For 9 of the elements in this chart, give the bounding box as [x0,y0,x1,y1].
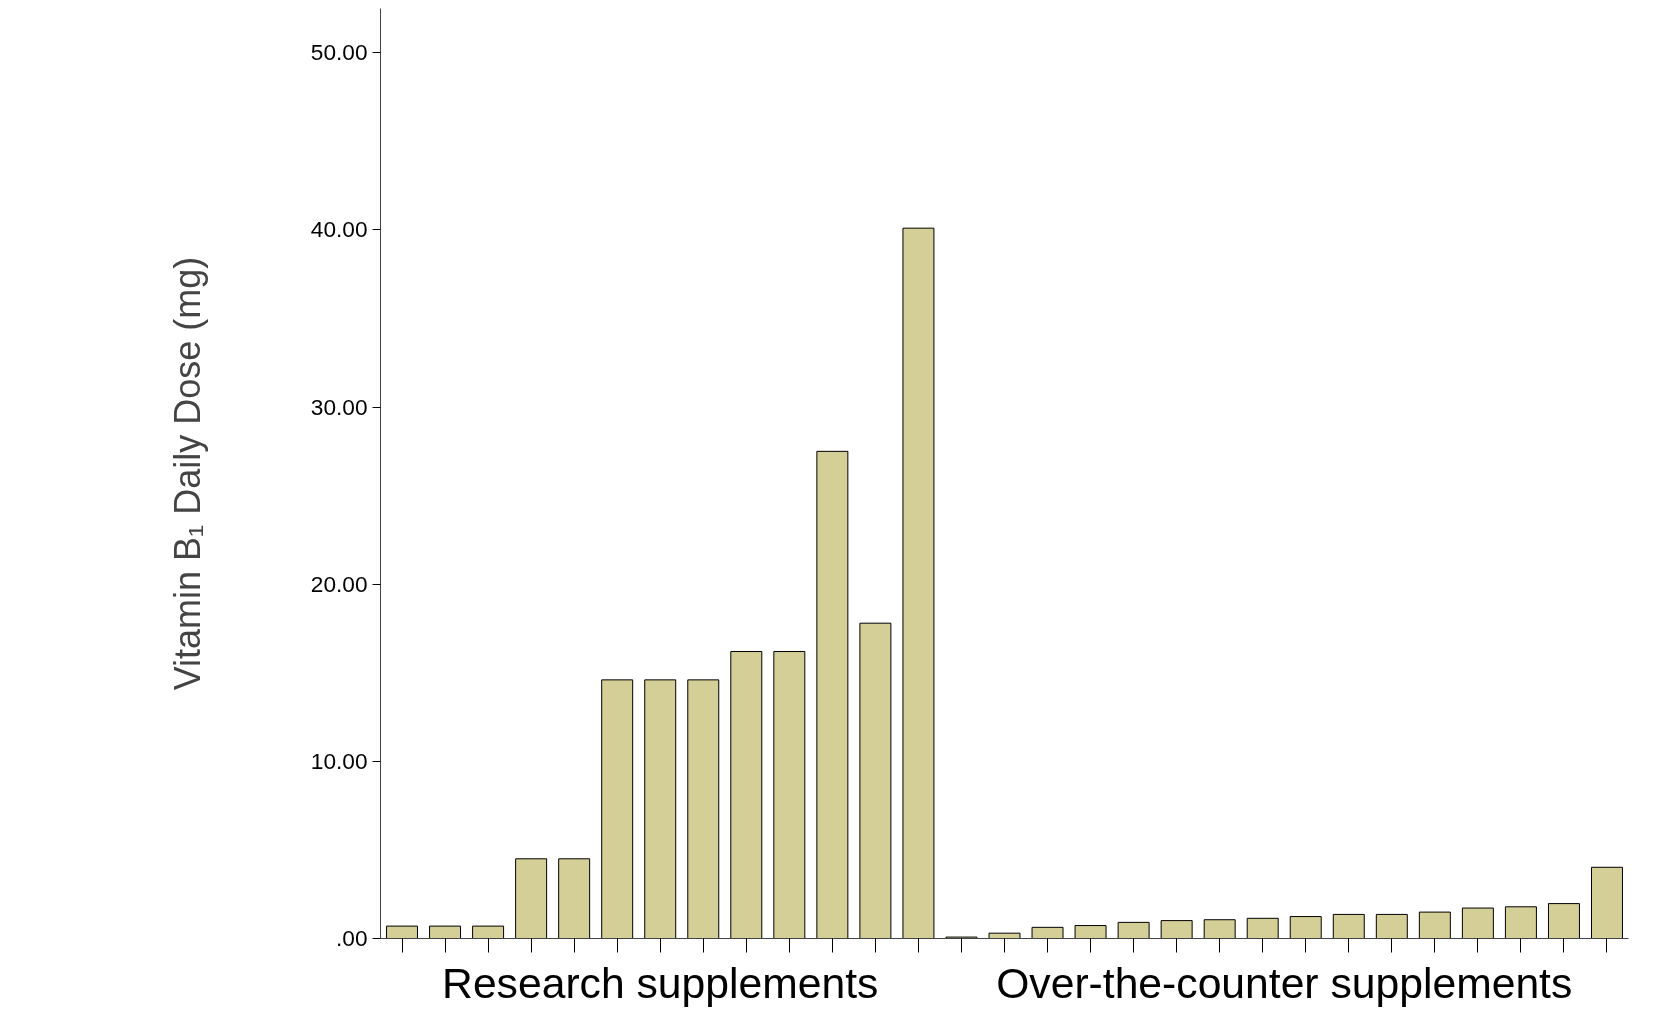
text: Research supplements [442,958,879,1007]
y-axis-title: Vitamin B₁ Daily Dose (mg) [166,256,208,691]
y-tick-label: .00 [336,925,368,951]
y-tick-label: 30.00 [310,393,368,420]
y-tick-label: 40.00 [310,216,368,243]
y-tick-label: 50.00 [310,39,368,66]
y-tick-label: 10.00 [310,747,368,774]
text: Over-the-counter supplements [996,958,1573,1007]
y-tick-label: 20.00 [310,570,368,597]
